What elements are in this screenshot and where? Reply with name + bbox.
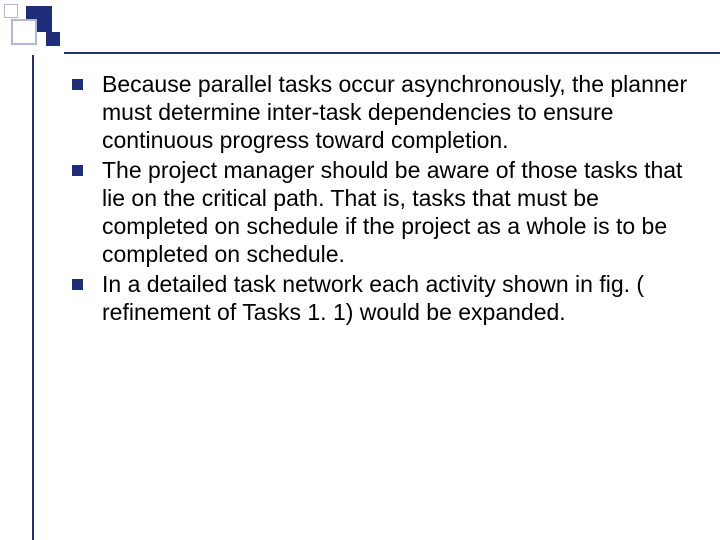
bullet-list: Because parallel tasks occur asynchronou… (68, 70, 688, 326)
bullet-text: In a detailed task network each activity… (102, 271, 644, 325)
corner-square-light-large (11, 19, 37, 45)
bullet-text: The project manager should be aware of t… (102, 157, 682, 267)
bullet-item: Because parallel tasks occur asynchronou… (68, 70, 688, 154)
corner-decoration (0, 0, 64, 55)
left-rail (0, 0, 34, 540)
corner-square-dark-small (46, 32, 60, 46)
bullet-item: In a detailed task network each activity… (68, 270, 688, 326)
top-rule (0, 52, 720, 54)
content-area: Because parallel tasks occur asynchronou… (68, 70, 688, 328)
bullet-text: Because parallel tasks occur asynchronou… (102, 71, 687, 153)
bullet-item: The project manager should be aware of t… (68, 156, 688, 268)
corner-square-light-small (4, 4, 18, 18)
slide-root: Because parallel tasks occur asynchronou… (0, 0, 720, 540)
